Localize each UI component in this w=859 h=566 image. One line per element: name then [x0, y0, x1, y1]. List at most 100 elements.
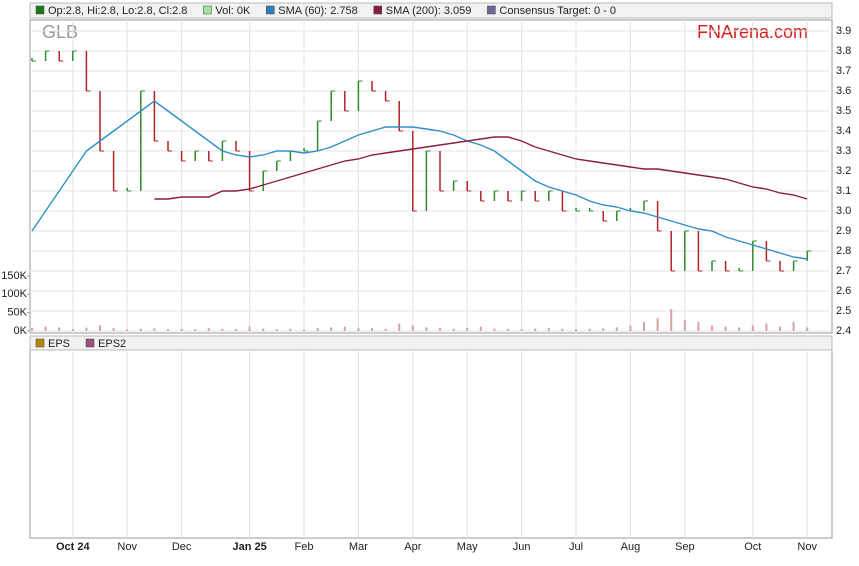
volume-bar — [806, 327, 809, 331]
y-tick-label: 3.0 — [836, 205, 851, 217]
volume-bar — [398, 323, 401, 331]
volume-bar — [343, 326, 346, 331]
volume-bar — [629, 325, 632, 331]
y-tick-label: 2.6 — [836, 285, 851, 297]
volume-bar — [711, 325, 713, 331]
legend-swatch — [85, 338, 95, 348]
volume-bar — [547, 328, 550, 331]
y-tick-label: 3.9 — [836, 25, 851, 37]
volume-bar — [439, 328, 441, 331]
volume-bar — [384, 328, 387, 331]
y-tick-label: 2.7 — [836, 265, 851, 277]
y-tick-label: 3.7 — [836, 65, 851, 77]
sma-line — [154, 136, 808, 200]
volume-bar — [425, 327, 428, 331]
volume-bar — [235, 329, 237, 331]
x-tick-label: Oct 24 — [56, 541, 91, 553]
volume-bar — [330, 327, 333, 331]
volume-bar — [275, 329, 278, 331]
volume-bar — [656, 318, 659, 331]
volume-bar — [357, 327, 360, 331]
x-tick-label: Oct — [744, 541, 761, 553]
volume-bar — [167, 329, 169, 331]
eps-panel — [29, 335, 833, 539]
vol-tick-label: 50K — [7, 307, 27, 319]
legend-swatch — [487, 5, 496, 15]
volume-bar — [248, 326, 251, 331]
volume-bar — [507, 328, 509, 331]
legend-label: EPS — [48, 338, 70, 350]
x-tick-label: Apr — [404, 541, 421, 553]
volume-bar — [194, 329, 197, 331]
x-tick-label: Jan 25 — [232, 541, 266, 553]
x-tick-label: May — [457, 541, 478, 553]
legend-label: EPS2 — [98, 338, 126, 350]
volume-bar — [697, 321, 700, 331]
y-tick-label: 2.9 — [836, 225, 851, 237]
y-tick-label: 2.4 — [836, 325, 851, 337]
volume-bar — [71, 328, 74, 331]
volume-bar — [479, 326, 482, 331]
volume-bar — [303, 329, 305, 331]
y-tick-label: 3.5 — [836, 105, 851, 117]
volume-bar — [371, 328, 373, 331]
vol-tick-label: 0K — [14, 325, 28, 337]
volume-bar — [139, 328, 142, 331]
watermark: GLB — [42, 22, 78, 42]
volume-bar — [289, 328, 292, 331]
price-panel — [29, 19, 833, 334]
legend-label: SMA (200): 3.059 — [386, 5, 472, 17]
y-tick-label: 3.6 — [836, 85, 851, 97]
y-tick-label: 3.4 — [836, 125, 851, 137]
volume-bar — [44, 326, 47, 331]
x-tick-label: Mar — [349, 541, 368, 553]
volume-bar — [180, 328, 183, 331]
volume-bar — [765, 323, 768, 331]
legend-swatch — [373, 5, 383, 15]
x-tick-label: Feb — [295, 541, 314, 553]
volume-bar — [738, 327, 741, 331]
volume-bar — [724, 326, 727, 331]
legend-swatch — [203, 5, 212, 15]
y-tick-label: 3.8 — [836, 45, 851, 57]
volume-bar — [792, 321, 795, 331]
volume-bar — [411, 325, 414, 331]
x-tick-label: Nov — [797, 541, 817, 553]
legend-label: Consensus Target: 0 - 0 — [499, 5, 616, 17]
y-tick-label: 3.2 — [836, 165, 851, 177]
volume-bar — [493, 328, 496, 331]
volume-bar — [466, 327, 469, 331]
volume-bar — [85, 327, 88, 331]
volume-bar — [615, 327, 618, 331]
volume-bar — [112, 328, 115, 331]
volume-bar — [588, 328, 591, 331]
volume-bar — [316, 328, 319, 331]
sma-line — [31, 100, 808, 260]
volume-bar — [683, 320, 686, 331]
volume-bar — [534, 328, 537, 331]
x-tick-label: Sep — [675, 541, 695, 553]
volume-bar — [153, 328, 156, 331]
volume-bar — [31, 328, 33, 331]
volume-bar — [520, 329, 523, 331]
y-tick-label: 3.3 — [836, 145, 851, 157]
x-tick-label: Dec — [172, 541, 192, 553]
vol-tick-label: 100K — [1, 288, 27, 300]
legend-swatch — [35, 338, 45, 348]
eps-legend-bar — [29, 335, 833, 351]
y-tick-label: 2.5 — [836, 305, 851, 317]
volume-bar — [262, 328, 265, 331]
volume-bar — [221, 328, 224, 331]
volume-bar — [207, 328, 210, 331]
legend-label: SMA (60): 2.758 — [278, 5, 358, 17]
y-tick-label: 2.8 — [836, 245, 851, 257]
volume-bar — [670, 309, 673, 331]
volume-bar — [99, 325, 101, 331]
volume-bar — [751, 325, 754, 331]
x-tick-label: Nov — [117, 541, 137, 553]
x-tick-label: Jul — [569, 541, 583, 553]
volume-bar — [58, 327, 61, 331]
vol-tick-label: 150K — [1, 270, 27, 282]
x-tick-label: Jun — [513, 541, 531, 553]
